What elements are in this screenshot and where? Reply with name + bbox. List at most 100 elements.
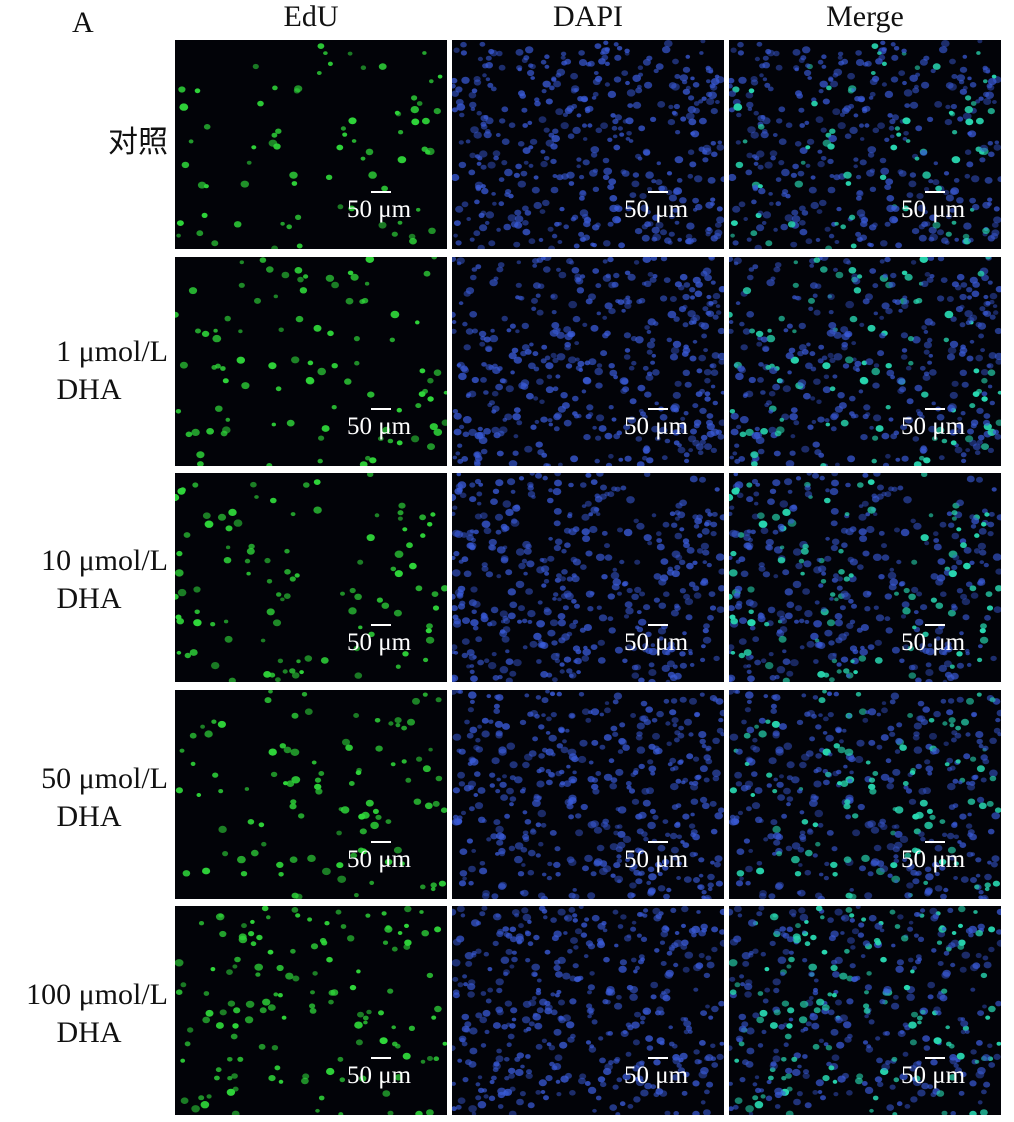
nucleus: [175, 493, 180, 502]
nucleus: [458, 1035, 467, 1042]
nucleus: [923, 349, 930, 355]
nucleus: [690, 829, 698, 835]
nucleus: [806, 342, 811, 347]
nucleus: [699, 476, 706, 483]
nucleus: [831, 479, 839, 487]
nucleus: [458, 559, 464, 564]
nucleus: [499, 629, 506, 634]
nucleus: [584, 854, 593, 862]
nucleus: [894, 749, 901, 754]
nucleus: [977, 657, 983, 663]
nucleus: [176, 618, 184, 625]
nucleus: [553, 508, 562, 515]
nucleus: [634, 559, 641, 565]
nucleus: [625, 295, 631, 300]
nucleus: [481, 362, 487, 367]
nucleus: [432, 605, 440, 611]
nucleus: [358, 813, 366, 820]
nucleus: [430, 512, 436, 517]
nucleus: [490, 498, 498, 505]
nucleus: [950, 103, 957, 110]
nucleus: [761, 220, 767, 225]
nucleus: [887, 725, 895, 732]
row-label-line1: 对照: [108, 126, 168, 159]
nucleus: [556, 1092, 562, 1097]
nucleus: [943, 741, 949, 747]
nucleus: [642, 799, 651, 807]
nucleus: [683, 876, 692, 883]
nucleus: [902, 80, 907, 86]
nucleus: [752, 264, 759, 270]
nucleus: [694, 290, 703, 298]
nucleus: [557, 956, 566, 964]
nucleus: [929, 732, 937, 740]
nucleus: [867, 479, 875, 485]
nucleus: [772, 852, 777, 856]
nucleus: [462, 617, 470, 624]
nucleus: [452, 787, 460, 794]
nucleus: [552, 488, 562, 496]
nucleus: [562, 605, 569, 611]
nucleus: [914, 384, 923, 392]
nucleus: [858, 513, 867, 521]
nucleus: [492, 675, 500, 681]
nucleus: [762, 77, 768, 82]
nucleus: [457, 1058, 463, 1063]
nucleus: [934, 885, 943, 892]
nucleus: [818, 1038, 824, 1043]
nucleus: [471, 1111, 477, 1115]
nucleus: [982, 955, 989, 961]
nucleus: [674, 380, 682, 387]
nucleus: [589, 591, 595, 596]
nucleus: [856, 174, 862, 180]
nucleus: [514, 215, 524, 223]
nucleus: [841, 542, 848, 548]
nucleus: [572, 963, 579, 969]
nucleus: [699, 51, 704, 55]
nucleus: [907, 713, 913, 718]
nucleus: [204, 520, 214, 528]
nucleus: [970, 987, 976, 992]
nucleus: [764, 967, 770, 972]
nucleus: [791, 209, 799, 216]
nucleus: [492, 201, 497, 206]
nucleus: [987, 78, 997, 86]
nucleus: [687, 1029, 693, 1034]
nucleus: [471, 609, 477, 615]
nucleus: [764, 987, 771, 993]
nucleus: [326, 1067, 335, 1076]
nucleus: [927, 994, 934, 1000]
nucleus: [984, 512, 990, 517]
nucleus: [647, 318, 656, 326]
nucleus: [975, 731, 984, 738]
nucleus: [452, 328, 457, 334]
nucleus: [291, 712, 299, 719]
nucleus: [733, 261, 739, 266]
nucleus: [826, 830, 834, 836]
nucleus: [626, 984, 634, 991]
nucleus: [625, 644, 633, 651]
nucleus: [864, 60, 872, 67]
nucleus: [693, 964, 702, 972]
nucleus: [261, 841, 267, 847]
nucleus: [890, 375, 895, 380]
nucleus: [815, 237, 821, 242]
nucleus: [522, 123, 528, 128]
nucleus: [729, 493, 734, 502]
nucleus: [254, 495, 259, 499]
nucleus: [881, 543, 887, 549]
nucleus: [739, 617, 747, 624]
nucleus: [401, 725, 407, 731]
nucleus: [347, 270, 354, 276]
nucleus: [180, 1097, 189, 1104]
nucleus: [738, 76, 747, 84]
nucleus: [572, 888, 577, 892]
nucleus: [760, 336, 768, 343]
nucleus: [625, 205, 633, 212]
nucleus: [631, 798, 640, 805]
nucleus: [719, 939, 724, 947]
nucleus: [646, 349, 653, 355]
nucleus: [802, 543, 809, 550]
nucleus: [508, 460, 518, 466]
nucleus: [283, 746, 292, 754]
